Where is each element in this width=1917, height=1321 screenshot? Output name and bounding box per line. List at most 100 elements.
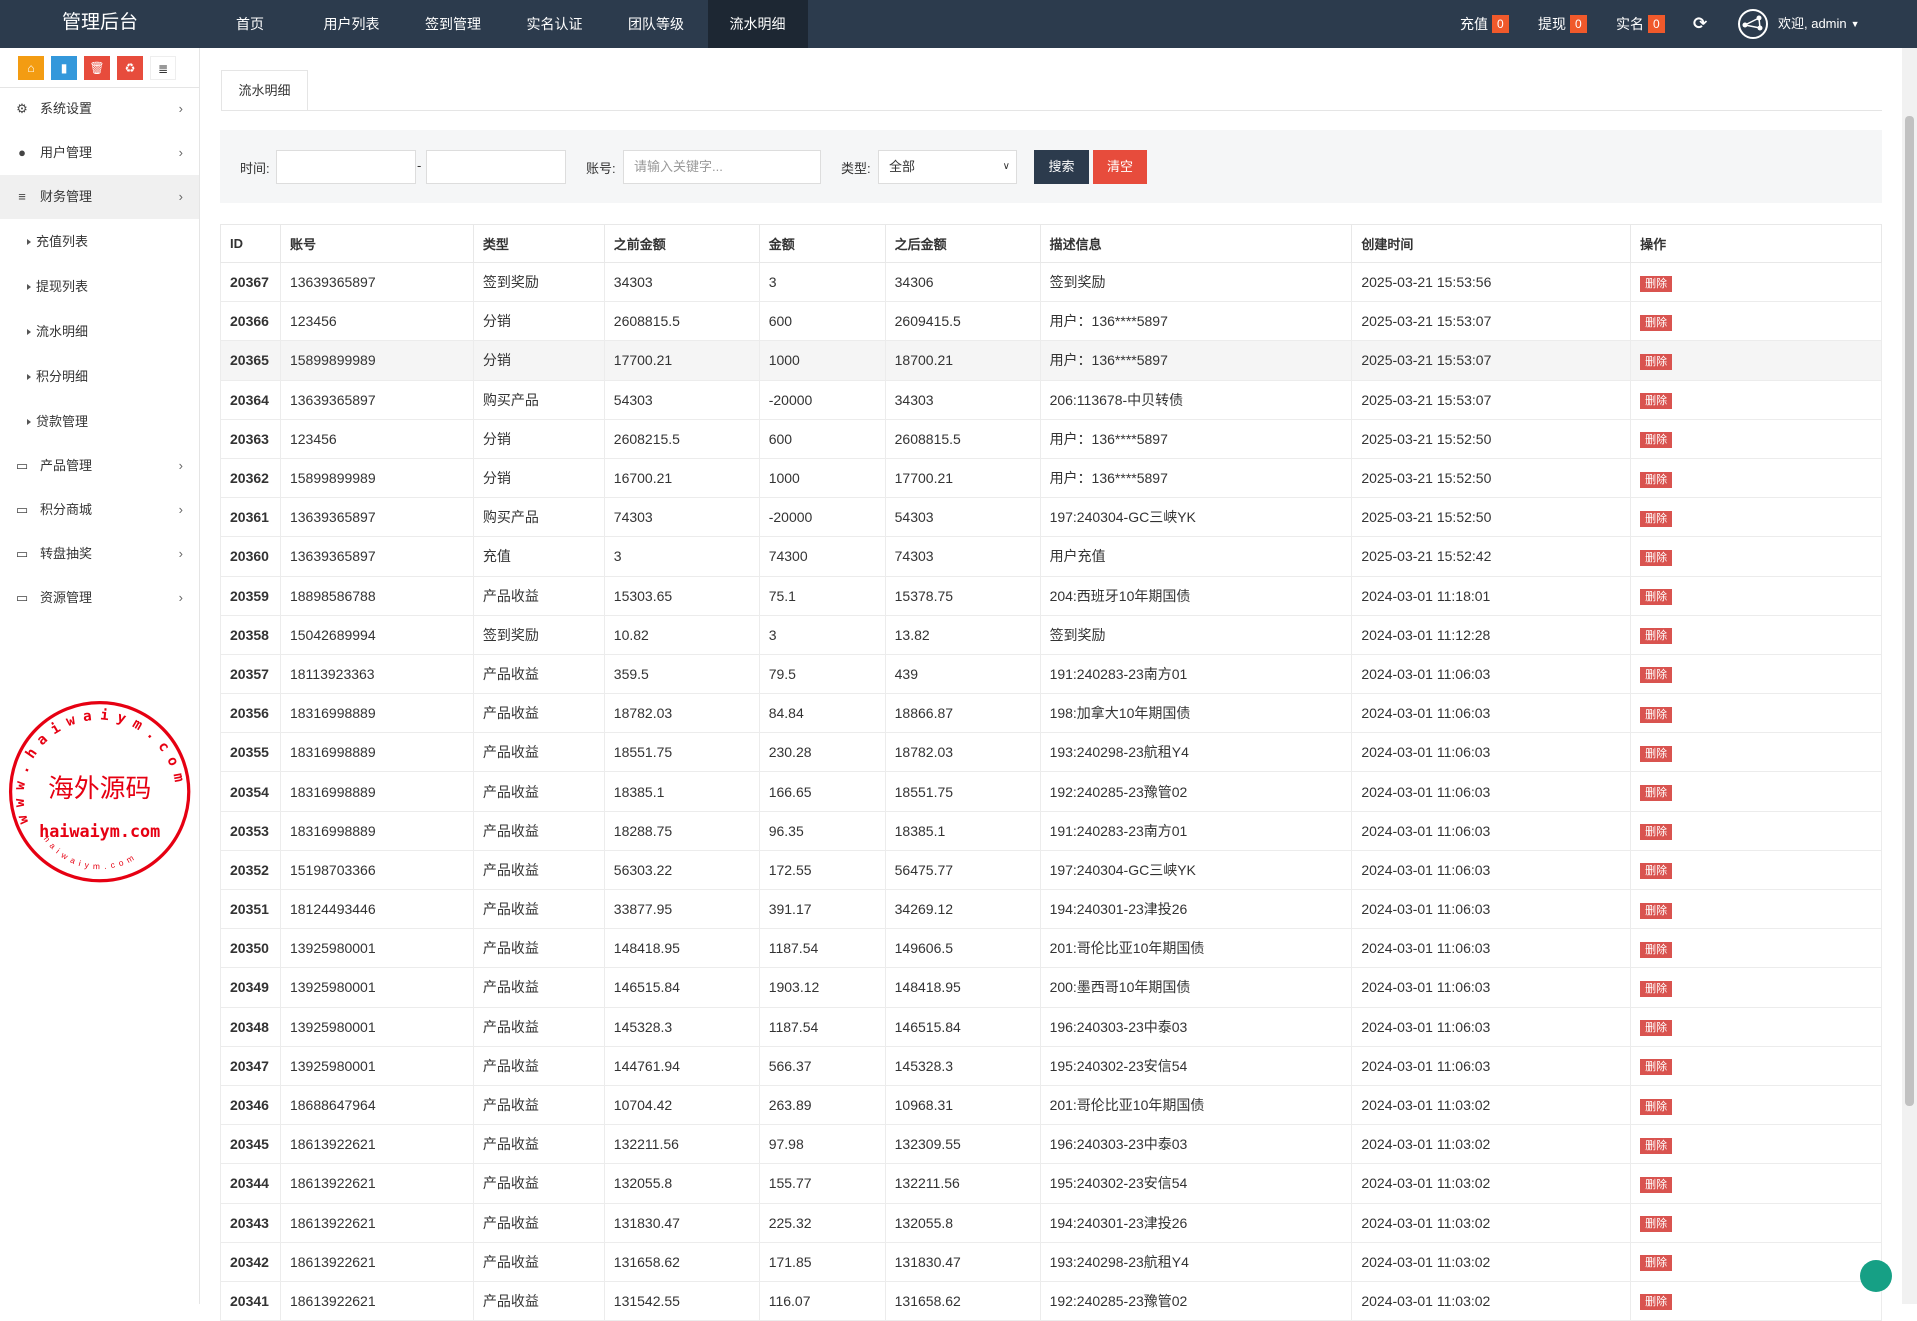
home-button[interactable]: ⌂ xyxy=(18,56,44,80)
cell-time: 2024-03-01 11:06:03 xyxy=(1351,732,1632,773)
cell-amount: 263.89 xyxy=(758,1084,886,1126)
nav-item[interactable]: 首页 xyxy=(236,16,264,32)
delete-button[interactable]: 删除 xyxy=(1640,785,1673,802)
scrollbar-thumb[interactable] xyxy=(1905,116,1914,1106)
cell-amount: 74300 xyxy=(758,536,886,577)
recycle-button[interactable]: ♻ xyxy=(117,56,143,80)
sidebar-item[interactable]: ⚙ 系统设置 › xyxy=(0,87,199,131)
chevron-right-icon: › xyxy=(178,189,183,204)
sidebar-item[interactable]: ● 用户管理 › xyxy=(0,131,199,175)
submenu-item[interactable]: 贷款管理 xyxy=(0,400,199,444)
sidebar-item[interactable]: ▭ 转盘抽奖 › xyxy=(0,532,199,576)
cell-time: 2025-03-21 15:52:50 xyxy=(1351,497,1632,538)
delete-button[interactable]: 删除 xyxy=(1640,706,1673,723)
cell-before: 132211.56 xyxy=(603,1124,760,1165)
chevron-right-icon: › xyxy=(178,458,183,473)
search-button[interactable]: 搜索 xyxy=(1034,150,1089,184)
submenu-item[interactable]: 流水明细 xyxy=(0,310,199,354)
nav-item[interactable]: 流水明细 xyxy=(707,0,808,48)
cell-amount: 3 xyxy=(758,261,886,303)
cell-account: 18613922621 xyxy=(279,1124,474,1165)
user-menu[interactable]: 欢迎, admin ▼ xyxy=(1778,0,1860,48)
start-time-input[interactable] xyxy=(276,150,416,184)
cell-account: 15899899989 xyxy=(279,457,474,499)
delete-button[interactable]: 删除 xyxy=(1640,902,1673,919)
cell-id: 20362 xyxy=(220,457,281,499)
recharge-notice[interactable]: 充值 0 xyxy=(1460,0,1509,48)
cell-time: 2025-03-21 15:52:42 xyxy=(1351,536,1632,577)
account-input[interactable]: 请输入关键字... xyxy=(623,150,821,184)
delete-button[interactable]: 删除 xyxy=(1640,314,1673,331)
table-row: 20354 18316998889 产品收益 18385.1 166.65 18551.7… xyxy=(220,771,1882,812)
avatar[interactable] xyxy=(1737,0,1769,48)
table-row: 20349 13925980001 产品收益 146515.84 1903.12 1484… xyxy=(220,967,1882,1008)
sidebar-item[interactable]: ≡ 财务管理 › xyxy=(0,175,199,219)
cell-before: 54303 xyxy=(603,379,760,420)
chevron-right-icon: › xyxy=(178,590,183,605)
table-row: 20343 18613922621 产品收益 131830.47 225.32 13205… xyxy=(220,1202,1882,1243)
clear-button[interactable]: 清空 xyxy=(1093,150,1147,184)
delete-button[interactable]: 删除 xyxy=(1640,589,1673,606)
cell-amount: 166.65 xyxy=(758,771,886,812)
realname-notice[interactable]: 实名 0 xyxy=(1616,0,1665,48)
logo[interactable]: 管理后台 xyxy=(61,12,138,33)
file-button[interactable]: ▮ xyxy=(51,56,77,80)
delete-button[interactable]: 删除 xyxy=(1640,1255,1673,1272)
delete-button[interactable]: 删除 xyxy=(1640,275,1673,292)
submenu-item[interactable]: 积分明细 xyxy=(0,355,199,399)
delete-button[interactable]: 删除 xyxy=(1640,1137,1673,1154)
delete-button[interactable]: 删除 xyxy=(1640,432,1673,449)
nav-item[interactable]: 团队等级 xyxy=(628,16,684,32)
cell-account: 15042689994 xyxy=(279,614,474,655)
end-time-input[interactable] xyxy=(426,150,566,184)
delete-button[interactable]: 删除 xyxy=(1640,1216,1673,1233)
delete-button[interactable]: 删除 xyxy=(1640,1020,1673,1037)
delete-button[interactable]: 删除 xyxy=(1640,980,1673,997)
delete-button[interactable]: 删除 xyxy=(1640,510,1673,527)
nav-item[interactable]: 用户列表 xyxy=(323,16,380,32)
list-button[interactable]: ≣ xyxy=(150,56,176,80)
withdraw-notice[interactable]: 提现 0 xyxy=(1538,0,1587,48)
delete-button[interactable]: 删除 xyxy=(1640,667,1673,684)
scrollbar[interactable] xyxy=(1902,48,1917,1304)
delete-button[interactable]: 删除 xyxy=(1640,549,1673,566)
submenu-item[interactable]: 提现列表 xyxy=(0,265,199,309)
delete-button[interactable]: 删除 xyxy=(1640,1098,1673,1115)
cell-action: 删除 xyxy=(1630,967,1882,1008)
back-to-top-button[interactable] xyxy=(1860,1260,1892,1292)
delete-button[interactable]: 删除 xyxy=(1640,863,1673,880)
cell-before: 18385.1 xyxy=(603,771,760,812)
cell-id: 20346 xyxy=(220,1084,281,1126)
delete-button[interactable]: 删除 xyxy=(1640,745,1673,762)
table-row: 20351 18124493446 产品收益 33877.95 391.17 34269.… xyxy=(220,888,1882,930)
nav-item[interactable]: 实名认证 xyxy=(526,16,583,32)
submenu-item[interactable]: 充值列表 xyxy=(0,220,199,264)
cell-before: 33877.95 xyxy=(603,888,760,930)
cell-account: 18124493446 xyxy=(279,888,474,930)
delete-button[interactable]: 删除 xyxy=(1640,1294,1673,1311)
delete-button[interactable]: 删除 xyxy=(1640,353,1673,370)
delete-button[interactable]: 删除 xyxy=(1640,393,1673,410)
sidebar-item[interactable]: ▭ 资源管理 › xyxy=(0,576,199,620)
cell-before: 18782.03 xyxy=(603,693,760,734)
refresh-icon[interactable]: ⟳ xyxy=(1693,14,1708,33)
cell-account: 18688647964 xyxy=(279,1084,474,1126)
delete-button[interactable]: 删除 xyxy=(1640,471,1673,488)
delete-button[interactable]: 删除 xyxy=(1640,1176,1673,1193)
sidebar-item[interactable]: ▭ 产品管理 › xyxy=(0,444,199,488)
chevron-right-icon: › xyxy=(178,145,183,160)
sidebar-item[interactable]: ▭ 积分商城 › xyxy=(0,488,199,532)
delete-button[interactable]: 删除 xyxy=(1640,1059,1673,1076)
nav-item[interactable]: 签到管理 xyxy=(425,16,481,32)
delete-button[interactable]: 删除 xyxy=(1640,824,1673,841)
cell-time: 2024-03-01 11:03:02 xyxy=(1351,1124,1632,1165)
delete-button[interactable]: 删除 xyxy=(1640,628,1673,645)
type-select[interactable]: 全部 ∨ xyxy=(878,150,1017,184)
trash-button[interactable]: 🗑 xyxy=(84,56,110,80)
cell-account: 18113923363 xyxy=(279,653,474,695)
cell-action: 删除 xyxy=(1630,340,1882,381)
delete-button[interactable]: 删除 xyxy=(1640,941,1673,958)
tab-flow-detail[interactable]: 流水明细 xyxy=(221,70,308,111)
recycle-icon: ♻ xyxy=(124,61,136,75)
cell-account: 18316998889 xyxy=(279,771,474,812)
